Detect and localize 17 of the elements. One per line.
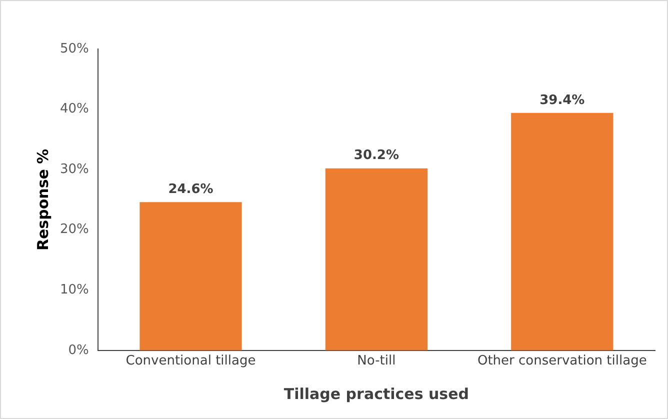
y-tick-label: 20% xyxy=(60,222,89,238)
y-tick-label: 10% xyxy=(60,282,89,298)
x-axis-title: Tillage practices used xyxy=(284,384,469,403)
y-tick-label: 50% xyxy=(60,41,89,56)
y-tick-label: 30% xyxy=(60,162,89,177)
y-axis-title: Response % xyxy=(34,148,52,251)
bar xyxy=(511,112,614,350)
y-tick-label: 40% xyxy=(60,102,89,117)
y-tick-label: 0% xyxy=(68,342,89,358)
x-tick-label: Other conservation tillage xyxy=(477,354,647,369)
x-tick-label: Conventional tillage xyxy=(126,354,256,369)
data-label: 24.6% xyxy=(168,182,214,197)
data-label: 30.2% xyxy=(354,148,399,164)
bar xyxy=(325,168,428,350)
x-tick-label: No-till xyxy=(357,354,396,369)
data-label: 39.4% xyxy=(540,92,585,108)
bar xyxy=(140,202,242,350)
